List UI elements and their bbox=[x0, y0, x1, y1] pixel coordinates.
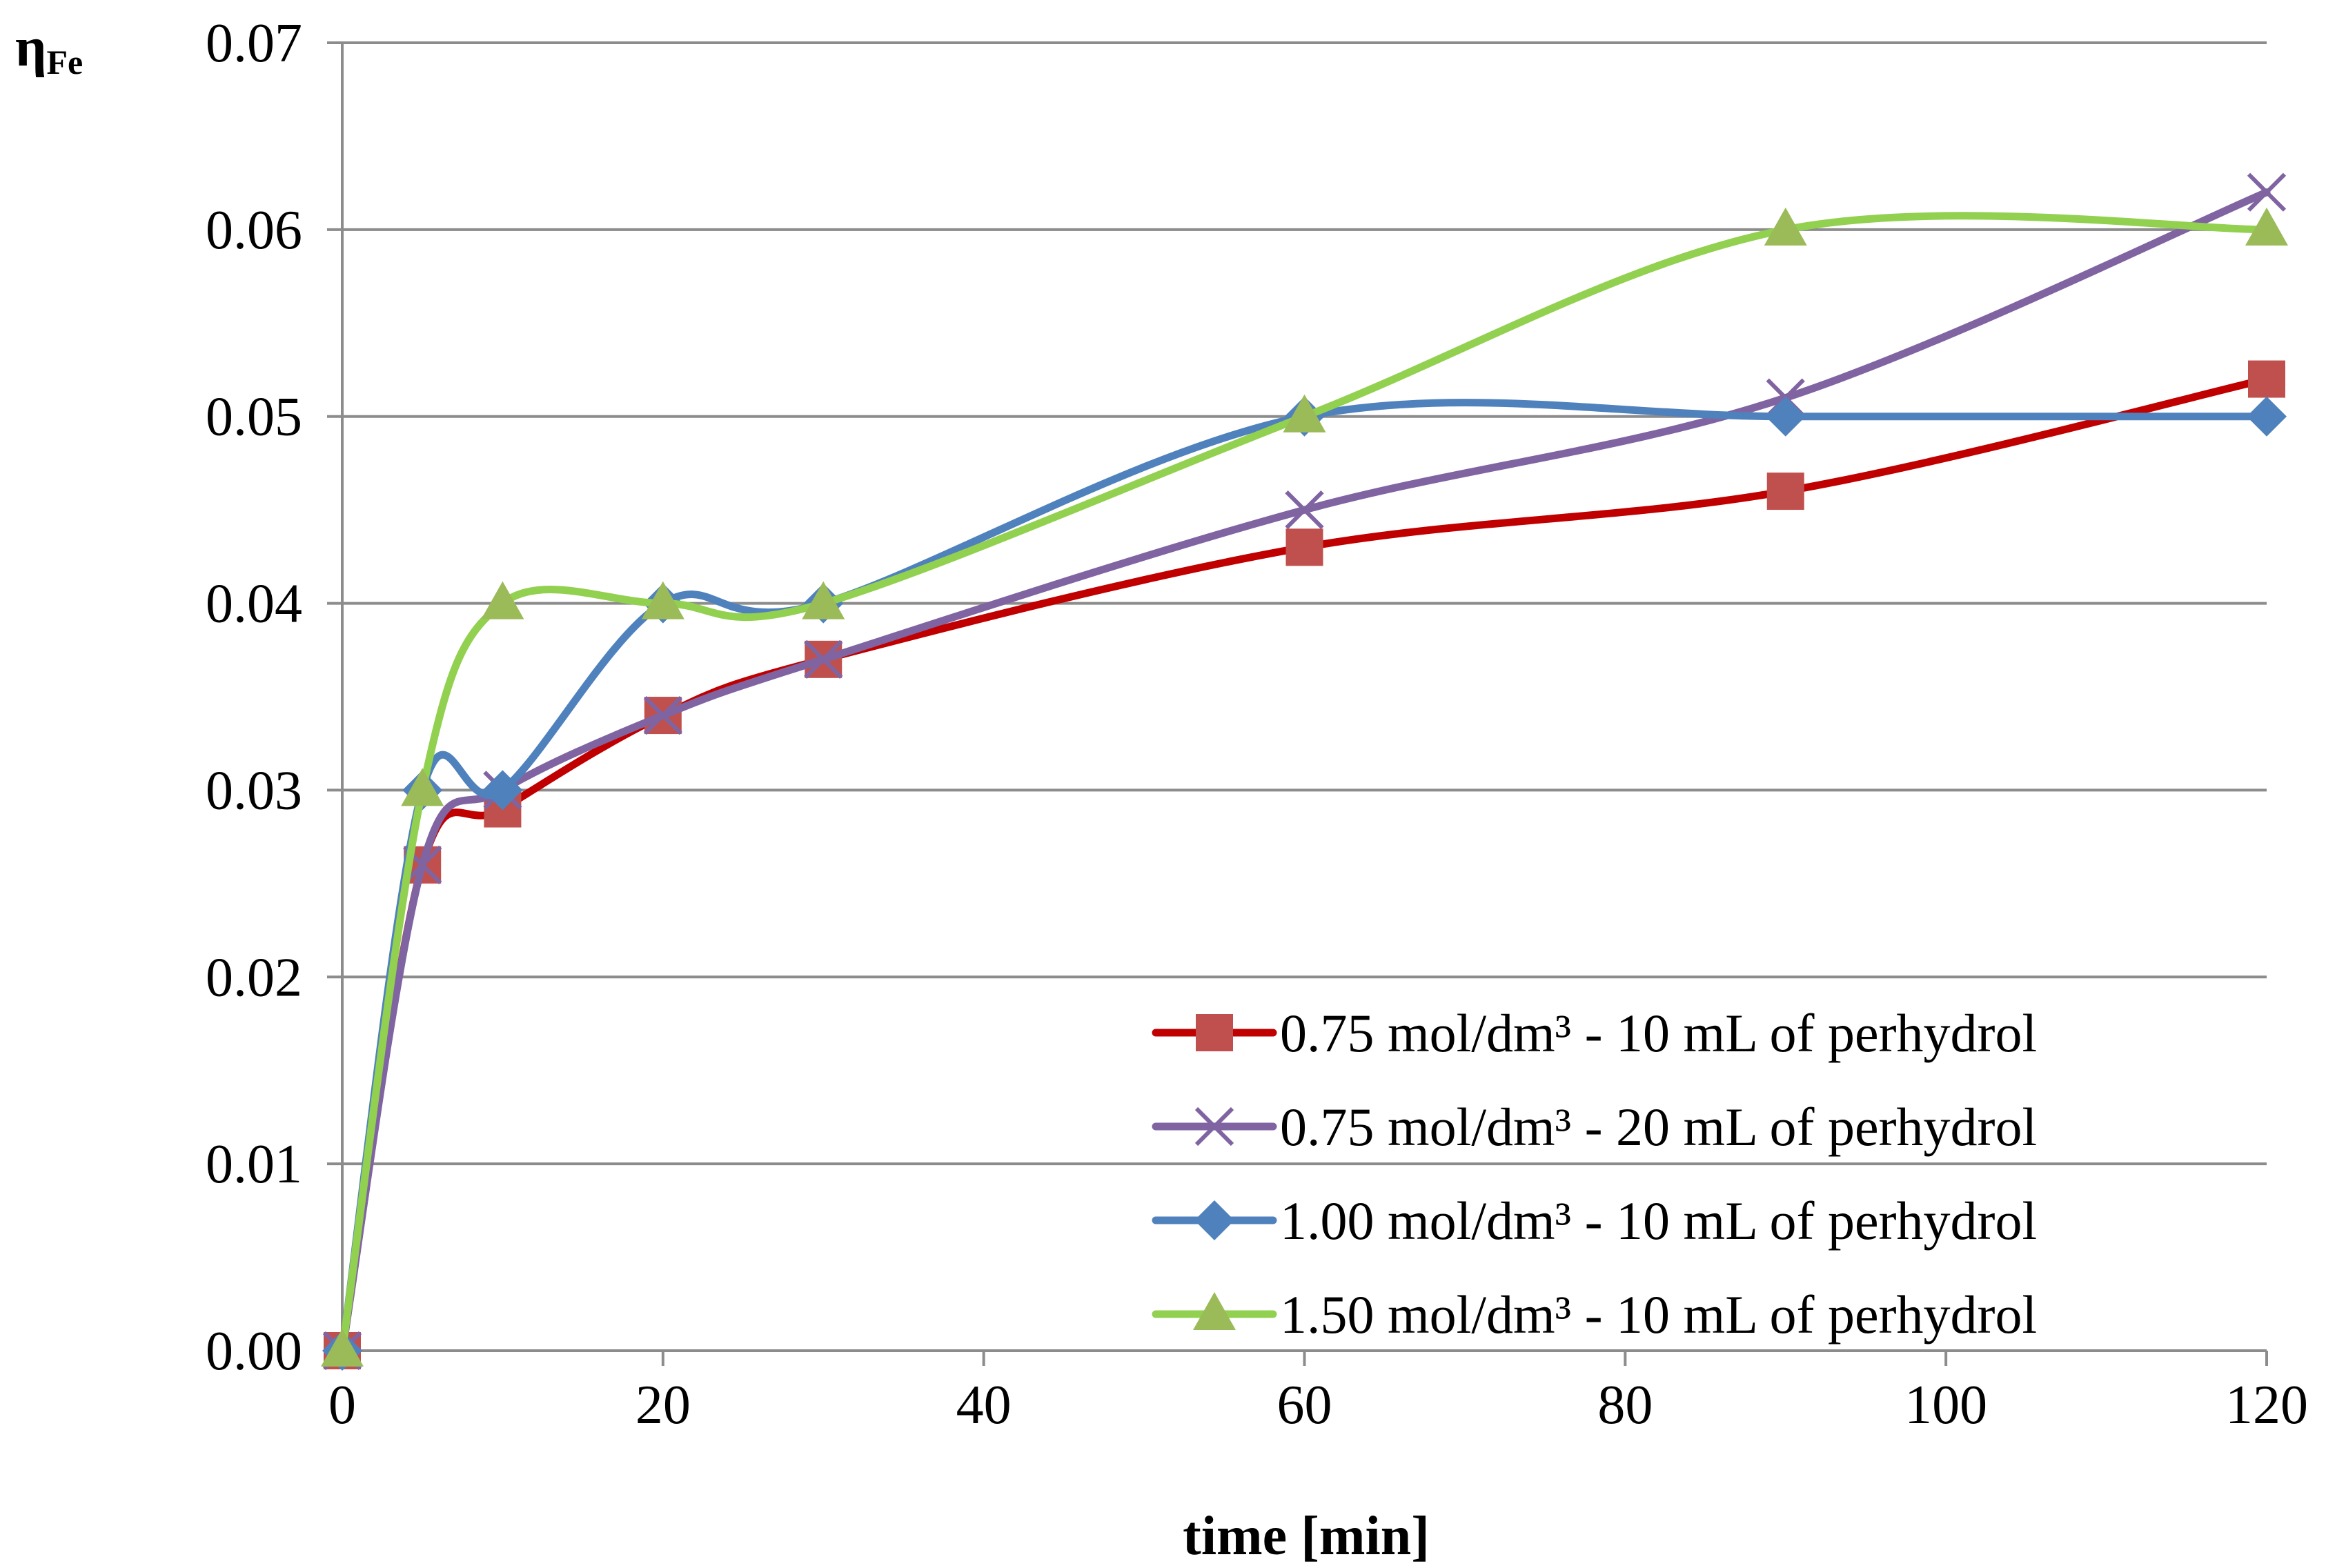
legend-label: 0.75 mol/dm³ - 20 mL of perhydrol bbox=[1280, 1097, 2037, 1157]
data-point bbox=[2247, 172, 2287, 212]
data-point bbox=[1285, 490, 1324, 530]
x-axis-title: time [min] bbox=[1183, 1506, 1430, 1567]
legend-marker bbox=[1194, 1200, 1234, 1240]
data-point bbox=[641, 581, 684, 619]
data-point bbox=[1765, 396, 1806, 437]
data-point bbox=[321, 1329, 364, 1367]
legend-label: 0.75 mol/dm³ - 10 mL of perhydrol bbox=[1280, 1003, 2037, 1063]
data-point bbox=[1766, 473, 1804, 510]
y-tick-label: 0.02 bbox=[206, 947, 302, 1008]
series-line bbox=[338, 212, 2271, 1355]
data-point bbox=[1285, 528, 1323, 566]
legend-label: 1.50 mol/dm³ - 10 mL of perhydrol bbox=[1280, 1284, 2037, 1344]
series-3 bbox=[321, 207, 2288, 1367]
data-point bbox=[2247, 396, 2287, 437]
data-point bbox=[2248, 360, 2285, 398]
x-tick-label: 60 bbox=[1277, 1375, 1332, 1436]
y-tick-label: 0.04 bbox=[206, 574, 302, 635]
data-point bbox=[2245, 207, 2288, 246]
y-tick-label: 0.03 bbox=[206, 760, 302, 821]
x-tick-label: 100 bbox=[1904, 1375, 1987, 1436]
y-tick-label: 0.06 bbox=[206, 200, 302, 261]
x-tick-label: 20 bbox=[635, 1375, 691, 1436]
data-point bbox=[804, 639, 843, 679]
y-axis-title-sub: Fe bbox=[46, 43, 83, 81]
data-point bbox=[401, 768, 444, 806]
x-tick-label: 120 bbox=[2225, 1375, 2308, 1436]
x-tick-label: 80 bbox=[1597, 1375, 1653, 1436]
data-point bbox=[643, 695, 682, 735]
y-tick-label: 0.01 bbox=[206, 1134, 302, 1195]
axes: 0.00 0.01 0.02 0.03 0.04 0.05 0.06 0.07 0 20 40 60 8… bbox=[206, 13, 2308, 1436]
x-tick-label: 0 bbox=[328, 1375, 356, 1436]
y-tick-label: 0.00 bbox=[206, 1321, 302, 1382]
legend-entry-2: 1.00 mol/dm³ - 10 mL of perhydrol bbox=[1152, 1191, 2037, 1251]
data-point bbox=[1283, 394, 1326, 433]
data-point bbox=[481, 581, 524, 619]
data-point bbox=[1764, 207, 1807, 246]
legend-marker bbox=[1194, 1106, 1234, 1147]
legend-entry-3: 1.50 mol/dm³ - 10 mL of perhydrol bbox=[1152, 1284, 2037, 1344]
data-point bbox=[482, 770, 523, 811]
y-tick-label: 0.07 bbox=[206, 13, 302, 74]
legend-entry-1: 0.75 mol/dm³ - 20 mL of perhydrol bbox=[1152, 1097, 2037, 1157]
series-layer bbox=[321, 172, 2288, 1371]
legend-marker bbox=[1193, 1292, 1236, 1330]
data-point bbox=[802, 581, 845, 619]
x-tick-label: 40 bbox=[956, 1375, 1012, 1436]
y-tick-label: 0.05 bbox=[206, 387, 302, 448]
y-axis-title: ηFe bbox=[15, 17, 83, 81]
legend-entry-0: 0.75 mol/dm³ - 10 mL of perhydrol bbox=[1152, 1003, 2037, 1063]
legend-marker bbox=[1196, 1014, 1233, 1051]
y-axis-title-main: η bbox=[15, 17, 46, 78]
legend-label: 1.00 mol/dm³ - 10 mL of perhydrol bbox=[1280, 1191, 2037, 1251]
series-line bbox=[338, 188, 2271, 1355]
series-1 bbox=[322, 172, 2287, 1371]
legend: 0.75 mol/dm³ - 10 mL of perhydrol 0.75 mo… bbox=[1152, 1003, 2037, 1344]
